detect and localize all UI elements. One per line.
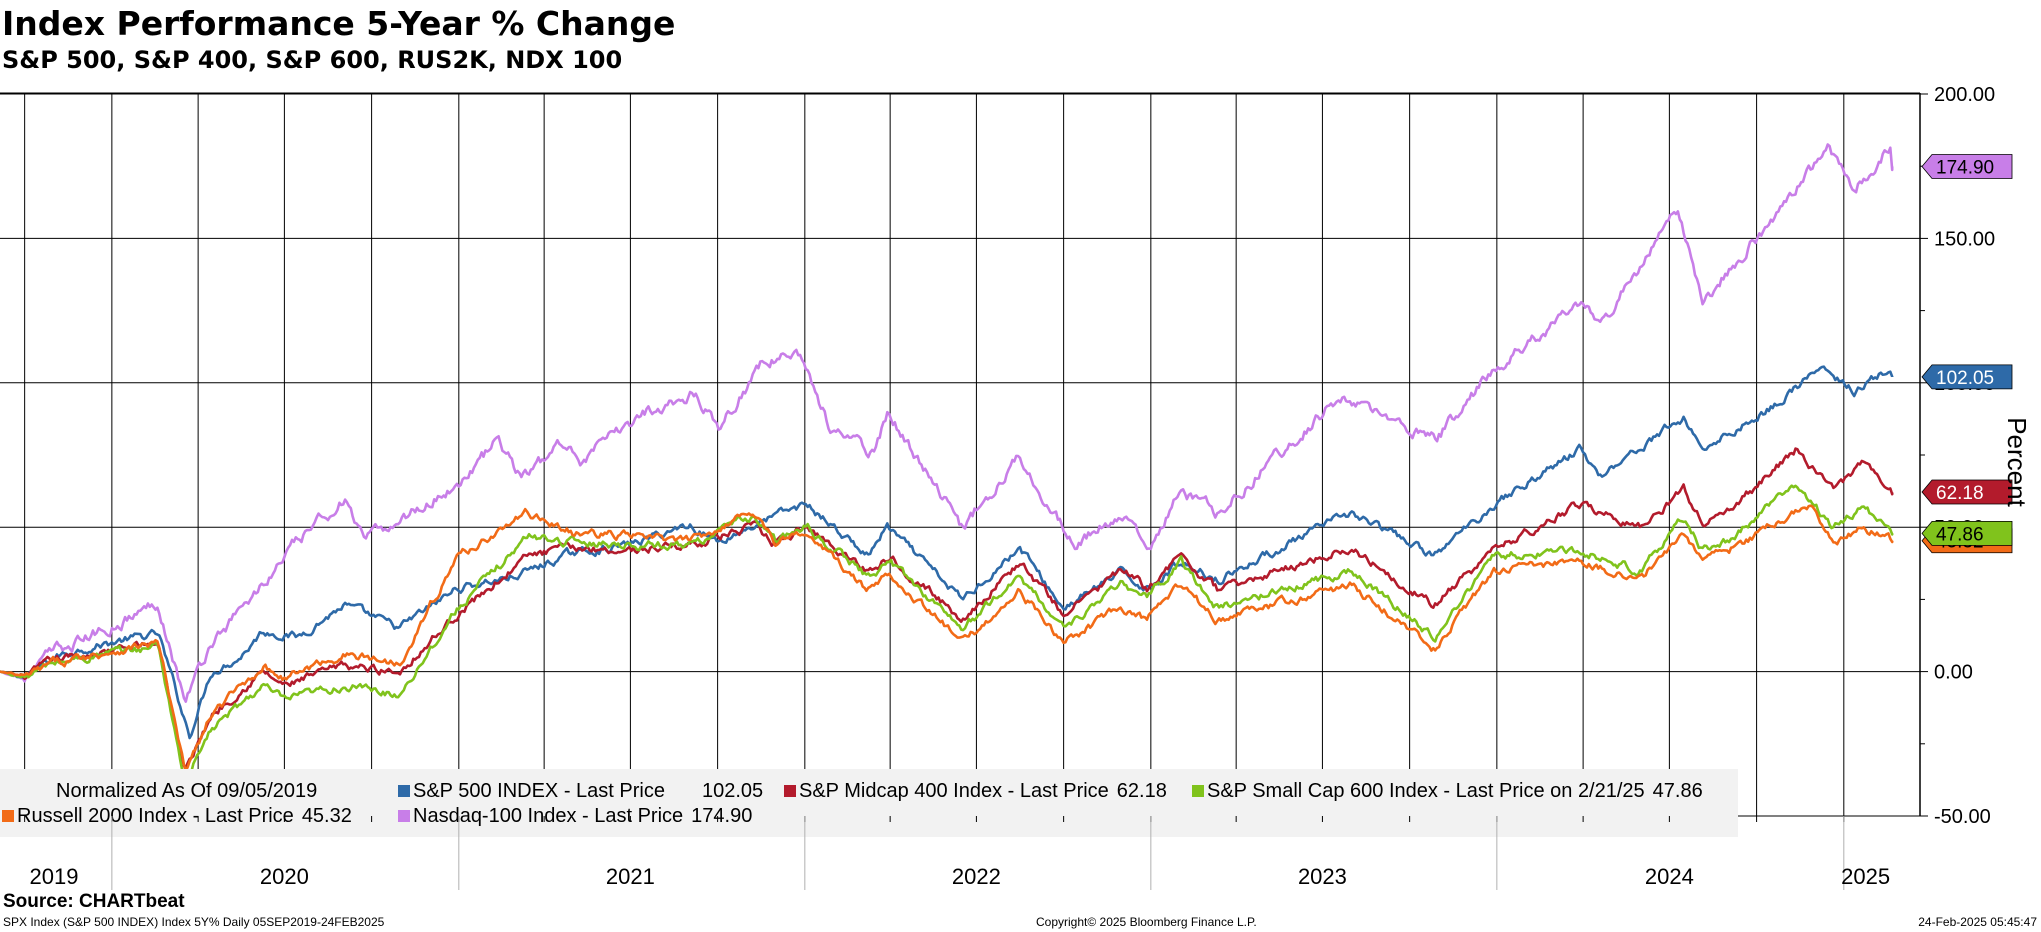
x-year-label: 2024 xyxy=(1645,864,1694,889)
legend-swatch-2 xyxy=(1192,785,1204,797)
chart-subtitle: S&P 500, S&P 400, S&P 600, RUS2K, NDX 10… xyxy=(2,46,622,74)
legend-swatch-3 xyxy=(2,810,14,822)
legend-swatch-4 xyxy=(398,810,410,822)
y-tick-label: 150.00 xyxy=(1934,228,1995,250)
series-line-4 xyxy=(0,143,1894,703)
y-tick-label: -50.00 xyxy=(1934,806,1991,828)
x-year-label: 2019 xyxy=(30,864,79,889)
value-tag-bg-1 xyxy=(1921,479,2013,505)
legend-normalized-note: Normalized As Of 09/05/2019 xyxy=(56,780,317,802)
series-line-3 xyxy=(0,504,1894,773)
legend-label-3: Russell 2000 Index - Last Price xyxy=(17,805,294,827)
legend-label-2: S&P Small Cap 600 Index - Last Price on … xyxy=(1207,780,1645,802)
series-line-1 xyxy=(0,447,1894,770)
source-note: Source: CHARTbeat xyxy=(3,891,185,912)
value-tag-bg-4 xyxy=(1921,154,2013,179)
value-tag-bg-0 xyxy=(1921,364,2013,390)
x-axis: 2019 2020 2021 2022 2023 2024 2025 xyxy=(24,816,1890,890)
x-year-label: 2023 xyxy=(1298,864,1347,889)
legend: Normalized As Of 09/05/2019 S&P 500 INDE… xyxy=(0,769,1738,837)
footer-left: SPX Index (S&P 500 INDEX) Index 5Y% Dail… xyxy=(3,915,385,929)
value-tag-bg-2 xyxy=(1921,520,2013,546)
legend-value-3: 45.32 xyxy=(302,805,352,827)
legend-label-4: Nasdaq-100 Index - Last Price xyxy=(413,805,683,827)
series-layer xyxy=(0,143,1894,780)
legend-value-0: 102.05 xyxy=(702,780,763,802)
legend-value-2: 47.86 xyxy=(1653,780,1703,802)
series-line-0 xyxy=(0,365,1894,740)
value-tag-label-0: 102.05 xyxy=(1936,368,1994,389)
x-year-label: 2022 xyxy=(952,864,1001,889)
series-line-2 xyxy=(0,484,1894,780)
footer-right: 24-Feb-2025 05:45:47 xyxy=(1918,915,2037,929)
x-year-label: 2025 xyxy=(1841,864,1890,889)
x-year-label: 2021 xyxy=(606,864,655,889)
legend-swatch-0 xyxy=(398,785,410,797)
footer-center: Copyright© 2025 Bloomberg Finance L.P. xyxy=(1036,915,1257,929)
legend-label-0: S&P 500 INDEX - Last Price xyxy=(413,780,665,802)
chart-title: Index Performance 5-Year % Change xyxy=(2,4,675,43)
legend-label-1: S&P Midcap 400 Index - Last Price xyxy=(799,780,1109,802)
x-year-label: 2020 xyxy=(260,864,309,889)
y-tick-label: 0.00 xyxy=(1934,662,1973,684)
legend-background xyxy=(0,769,1738,837)
legend-value-1: 62.18 xyxy=(1117,780,1167,802)
y-axis-label: Percent xyxy=(2002,417,2032,507)
grid-layer xyxy=(0,92,1921,817)
legend-value-4: 174.90 xyxy=(691,805,752,827)
value-tag-label-1: 62.18 xyxy=(1936,483,1984,504)
legend-swatch-1 xyxy=(784,785,796,797)
value-tag-label-2: 47.86 xyxy=(1936,524,1984,545)
value-tag-label-4: 174.90 xyxy=(1936,157,1994,178)
y-tick-label: 200.00 xyxy=(1934,84,1995,106)
